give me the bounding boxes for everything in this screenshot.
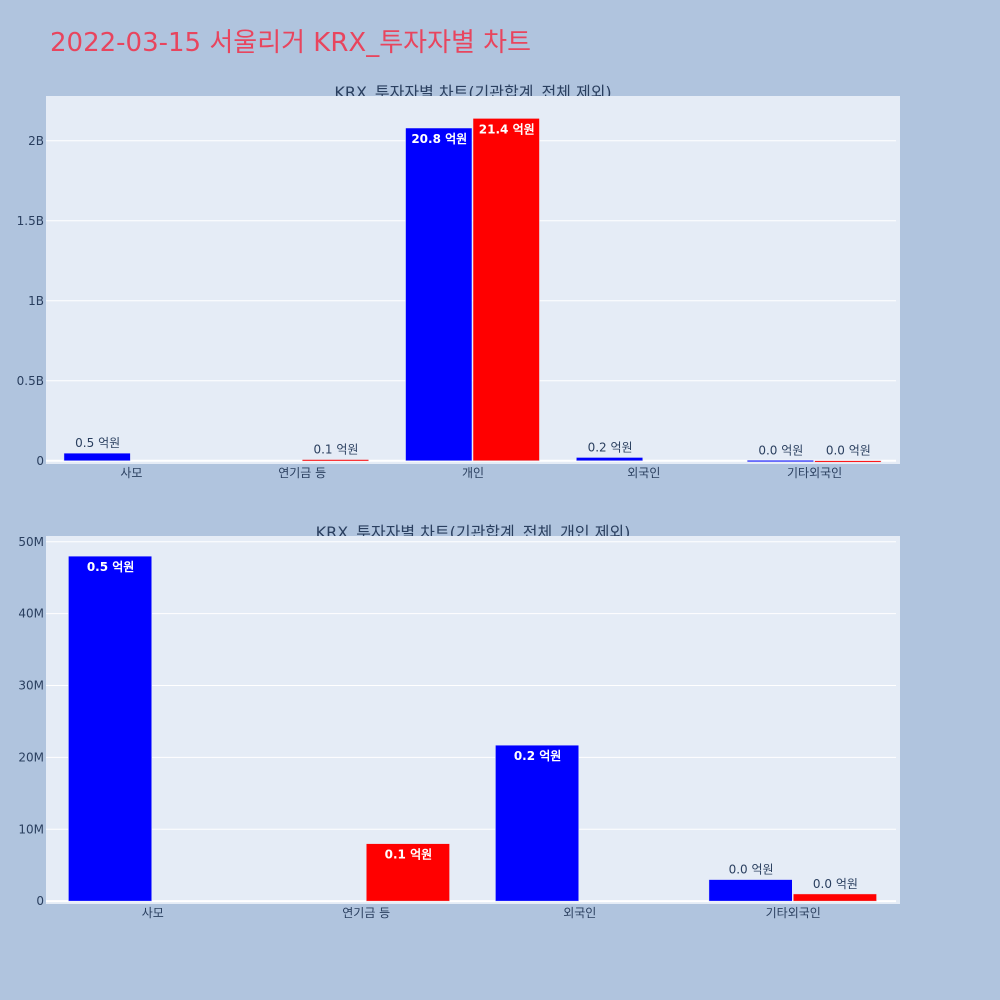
bar (495, 744, 580, 902)
y-tick-label: 20M (18, 750, 44, 764)
bar (472, 118, 540, 462)
y-tick-label: 10M (18, 822, 44, 836)
y-tick-label: 0.5B (17, 374, 44, 388)
plot-area (46, 536, 900, 904)
x-tick-label: 연기금 등 (278, 466, 326, 480)
page-title: 2022-03-15 서울리거 KRX_투자자별 차트 (50, 28, 532, 58)
data-label: 0.0 억원 (729, 863, 774, 877)
y-tick-label: 1.5B (17, 214, 44, 228)
data-label: 0.0 억원 (758, 443, 803, 457)
bar-chart-top: 0 0.5B 1B 1.5B 2B 사모 연기금 등 개인 외국인 기타외국인 0.5 억원 20.8… (17, 96, 900, 480)
bar (68, 555, 152, 902)
y-tick-label: 30M (18, 679, 44, 693)
data-label: 0.0 억원 (813, 877, 858, 891)
bar (301, 459, 369, 462)
x-tick-label: 사모 (142, 906, 164, 920)
x-tick-label: 외국인 (627, 466, 660, 480)
data-label: 0.5 억원 (75, 436, 120, 450)
y-tick-label: 0 (36, 454, 44, 468)
y-tick-label: 0 (36, 894, 44, 908)
data-label: 0.1 억원 (313, 443, 358, 457)
x-tick-label: 외국인 (563, 906, 596, 920)
x-tick-label: 연기금 등 (342, 906, 390, 920)
data-label: 20.8 억원 (411, 132, 467, 146)
bar (366, 843, 450, 902)
x-tick-label: 기타외국인 (787, 466, 842, 480)
bar (63, 452, 131, 462)
bar (793, 893, 877, 902)
x-tick-label: 기타외국인 (766, 906, 821, 920)
bar (814, 460, 882, 463)
bar (708, 879, 793, 902)
data-label: 21.4 억원 (479, 122, 535, 136)
data-label: 0.0 억원 (826, 444, 871, 458)
y-tick-label: 50M (18, 535, 44, 549)
bar (746, 460, 814, 463)
data-label: 0.1 억원 (385, 848, 433, 862)
x-tick-label: 사모 (120, 466, 142, 480)
data-label: 0.2 억원 (588, 440, 633, 454)
y-tick-label: 1B (28, 294, 44, 308)
bar (576, 457, 644, 462)
y-tick-label: 2B (28, 134, 44, 148)
x-tick-label: 개인 (462, 466, 484, 480)
y-tick-label: 40M (18, 607, 44, 621)
bar (405, 127, 473, 462)
data-label: 0.2 억원 (514, 749, 562, 763)
data-label: 0.5 억원 (87, 560, 135, 574)
